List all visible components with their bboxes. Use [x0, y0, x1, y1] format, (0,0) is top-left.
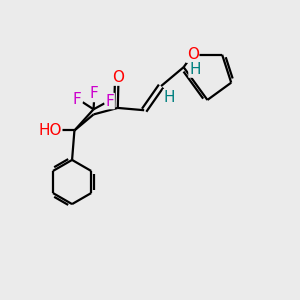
Text: O: O — [112, 70, 124, 85]
Text: O: O — [187, 47, 199, 62]
Text: F: F — [90, 86, 98, 101]
Text: H: H — [189, 62, 201, 77]
Text: H: H — [164, 90, 175, 105]
Text: HO: HO — [38, 123, 62, 138]
Text: F: F — [105, 94, 114, 109]
Text: F: F — [73, 92, 82, 107]
